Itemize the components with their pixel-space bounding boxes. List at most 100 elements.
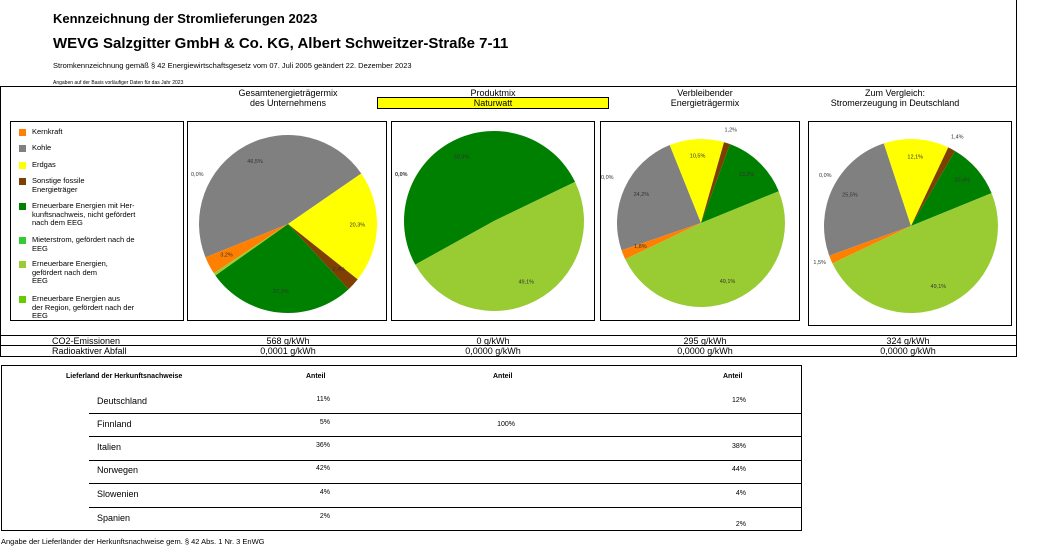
co2-value-verbleibend: 295 g/kWh	[683, 336, 727, 346]
legend-label-line: der Region, gefördert nach der	[32, 302, 135, 312]
pie-slice	[404, 131, 576, 265]
legal-subtitle: Stromkennzeichnung gemäß § 42 Energiewir…	[53, 61, 412, 70]
origin-table	[1, 365, 802, 531]
origin-header-country: Lieferland der Herkunftsnachweise	[66, 373, 183, 380]
section-border-right	[1016, 0, 1017, 357]
legend-label: Erneuerbare Energien mit Her-kunftsnachw…	[32, 201, 136, 228]
co2-value-deutschland: 324 g/kWh	[886, 336, 930, 346]
company-name: WEVG Salzgitter GmbH & Co. KG, Albert Sc…	[53, 35, 509, 52]
legend-swatch	[19, 178, 26, 185]
legend-label-line: Kernkraft	[32, 127, 63, 136]
col4-header-line1: Zum Vergleich:	[864, 88, 926, 98]
section-divider	[0, 86, 1017, 87]
legend-label: Kohle	[32, 143, 51, 153]
col4-header: Zum Vergleich: Stromerzeugung in Deutsch…	[800, 88, 990, 108]
origin-row-divider	[89, 507, 801, 508]
origin-country: Deutschland	[97, 396, 148, 406]
pie-slice	[415, 181, 585, 312]
pie-slice-label: 24,2%	[634, 192, 650, 198]
pie-slice-label: 13,2%	[739, 172, 755, 178]
origin-header-share-2: Anteil	[493, 373, 513, 380]
legend-label-line: Erneuerbare Energien,	[32, 259, 108, 268]
pie-slice-label: 20,3%	[350, 222, 366, 228]
origin-row-divider	[89, 413, 801, 414]
origin-header-share-1: Anteil	[306, 373, 326, 380]
radio-value-produktmix: 0,0000 g/kWh	[465, 346, 521, 356]
pie-svg-produktmix: 50,9% 49,1% 0,0%	[395, 131, 585, 312]
emissions-mid-line	[0, 345, 1017, 346]
col3-header-line1: Verbleibender	[677, 88, 733, 98]
origin-share: 36%	[315, 442, 330, 449]
legend-label-line: Mieterstrom, gefördert nach de	[32, 235, 135, 244]
pie-slice-label: 25,5%	[842, 192, 858, 198]
pie-slice-label: 1,4%	[951, 134, 964, 140]
pie-chart-gesamtmix: 46,5% 20,3% 2,4% 27,1% 3,2% 0,0%	[187, 121, 387, 321]
origin-country: Norwegen	[97, 465, 139, 475]
pie-slice-label: 2,4%	[333, 267, 346, 273]
pie-slice-label: 49,1%	[931, 284, 947, 290]
legend-label-line: EEG	[32, 311, 48, 320]
origin-share: 12%	[731, 397, 746, 404]
col3-header: Verbleibender Energieträgermix	[600, 88, 810, 108]
legend-label-line: nach dem EEG	[32, 218, 83, 227]
pie-slice-label: 46,5%	[247, 159, 263, 165]
legend-label: Erneuerbare Energien, gefördert nach dem E…	[32, 259, 108, 286]
pie-slice	[205, 224, 288, 274]
pie-svg-deutschland: 25,5% 12,1% 1,4% 10,4% 49,1% 1,5% 0,0%	[813, 134, 998, 313]
origin-share: 11%	[316, 396, 331, 403]
pie-chart-produktmix: 50,9% 49,1% 0,0%	[391, 121, 595, 321]
origin-share: 4%	[319, 489, 330, 496]
origin-country: Italien	[97, 442, 122, 452]
legend-swatch	[19, 129, 26, 136]
pie-slice	[213, 224, 288, 276]
legend	[10, 121, 184, 321]
pie-slice-label: 3,2%	[220, 252, 233, 258]
legend-label-line: Sonstige fossile	[32, 176, 85, 185]
col1-header: Gesamtenergieträgermix des Unternehmens	[188, 88, 388, 108]
origin-share: 4%	[735, 490, 746, 497]
pie-slice-label: 49,1%	[518, 279, 534, 285]
section-border-left	[0, 86, 1, 357]
emissions-bottom-line	[0, 356, 1017, 357]
legend-swatch	[19, 261, 26, 268]
pie-slice-label: 12,1%	[907, 154, 923, 160]
col2-header: Produktmix	[393, 88, 593, 98]
legend-label-line: Erneuerbare Energien aus	[32, 294, 120, 303]
legend-swatch	[19, 296, 26, 303]
origin-country: Slowenien	[97, 489, 139, 499]
pie-slice	[883, 139, 949, 226]
pie-slice	[829, 226, 911, 264]
emissions-top-line	[0, 335, 1017, 336]
radio-value-deutschland: 0,0000 g/kWh	[880, 346, 936, 356]
origin-header-share-3: Anteil	[723, 373, 743, 380]
col3-header-line2: Energieträgermix	[670, 98, 740, 108]
co2-value-gesamtmix: 568 g/kWh	[266, 336, 310, 346]
legend-swatch	[19, 203, 26, 210]
radio-value-verbleibend: 0,0000 g/kWh	[677, 346, 733, 356]
legend-label-line: EEG	[32, 243, 48, 253]
pie-chart-deutschland: 25,5% 12,1% 1,4% 10,4% 49,1% 1,5% 0,0%	[808, 121, 1012, 326]
pie-slice-label: 1,2%	[725, 128, 738, 134]
origin-country: Spanien	[97, 513, 131, 523]
legend-label: Erneuerbare Energien aus der Region, gefö…	[32, 294, 135, 321]
origin-share: 100%	[497, 421, 515, 428]
pie-slice	[911, 150, 992, 226]
legend-label: Kernkraft	[32, 127, 63, 137]
origin-share: 2%	[735, 521, 746, 528]
pie-slice-label: 50,9%	[454, 155, 470, 161]
co2-value-produktmix: 0 g/kWh	[476, 336, 510, 346]
pie-extra-label: 0,0%	[601, 175, 614, 181]
legend-label-line: gefördert nach dem	[32, 267, 98, 277]
origin-share: 44%	[731, 466, 746, 473]
pie-slice	[669, 139, 725, 223]
pie-slice	[617, 145, 701, 251]
pie-svg-gesamtmix: 46,5% 20,3% 2,4% 27,1% 3,2% 0,0%	[191, 134, 377, 313]
legend-swatch	[19, 162, 26, 169]
pie-slice	[824, 143, 911, 256]
pie-slice	[911, 147, 956, 226]
legend-label-line: Erdgas	[32, 160, 56, 169]
pie-svg-verbleibend: 24,2% 10,5% 1,2% 13,2% 49,1% 1,8% 0,0%	[601, 128, 785, 307]
product-name-badge: Naturwatt	[377, 97, 609, 109]
legend-label-line: kunftsnachweis, nicht gefördert	[32, 209, 136, 219]
legend-label: Mieterstrom, gefördert nach de EEG	[32, 235, 135, 253]
